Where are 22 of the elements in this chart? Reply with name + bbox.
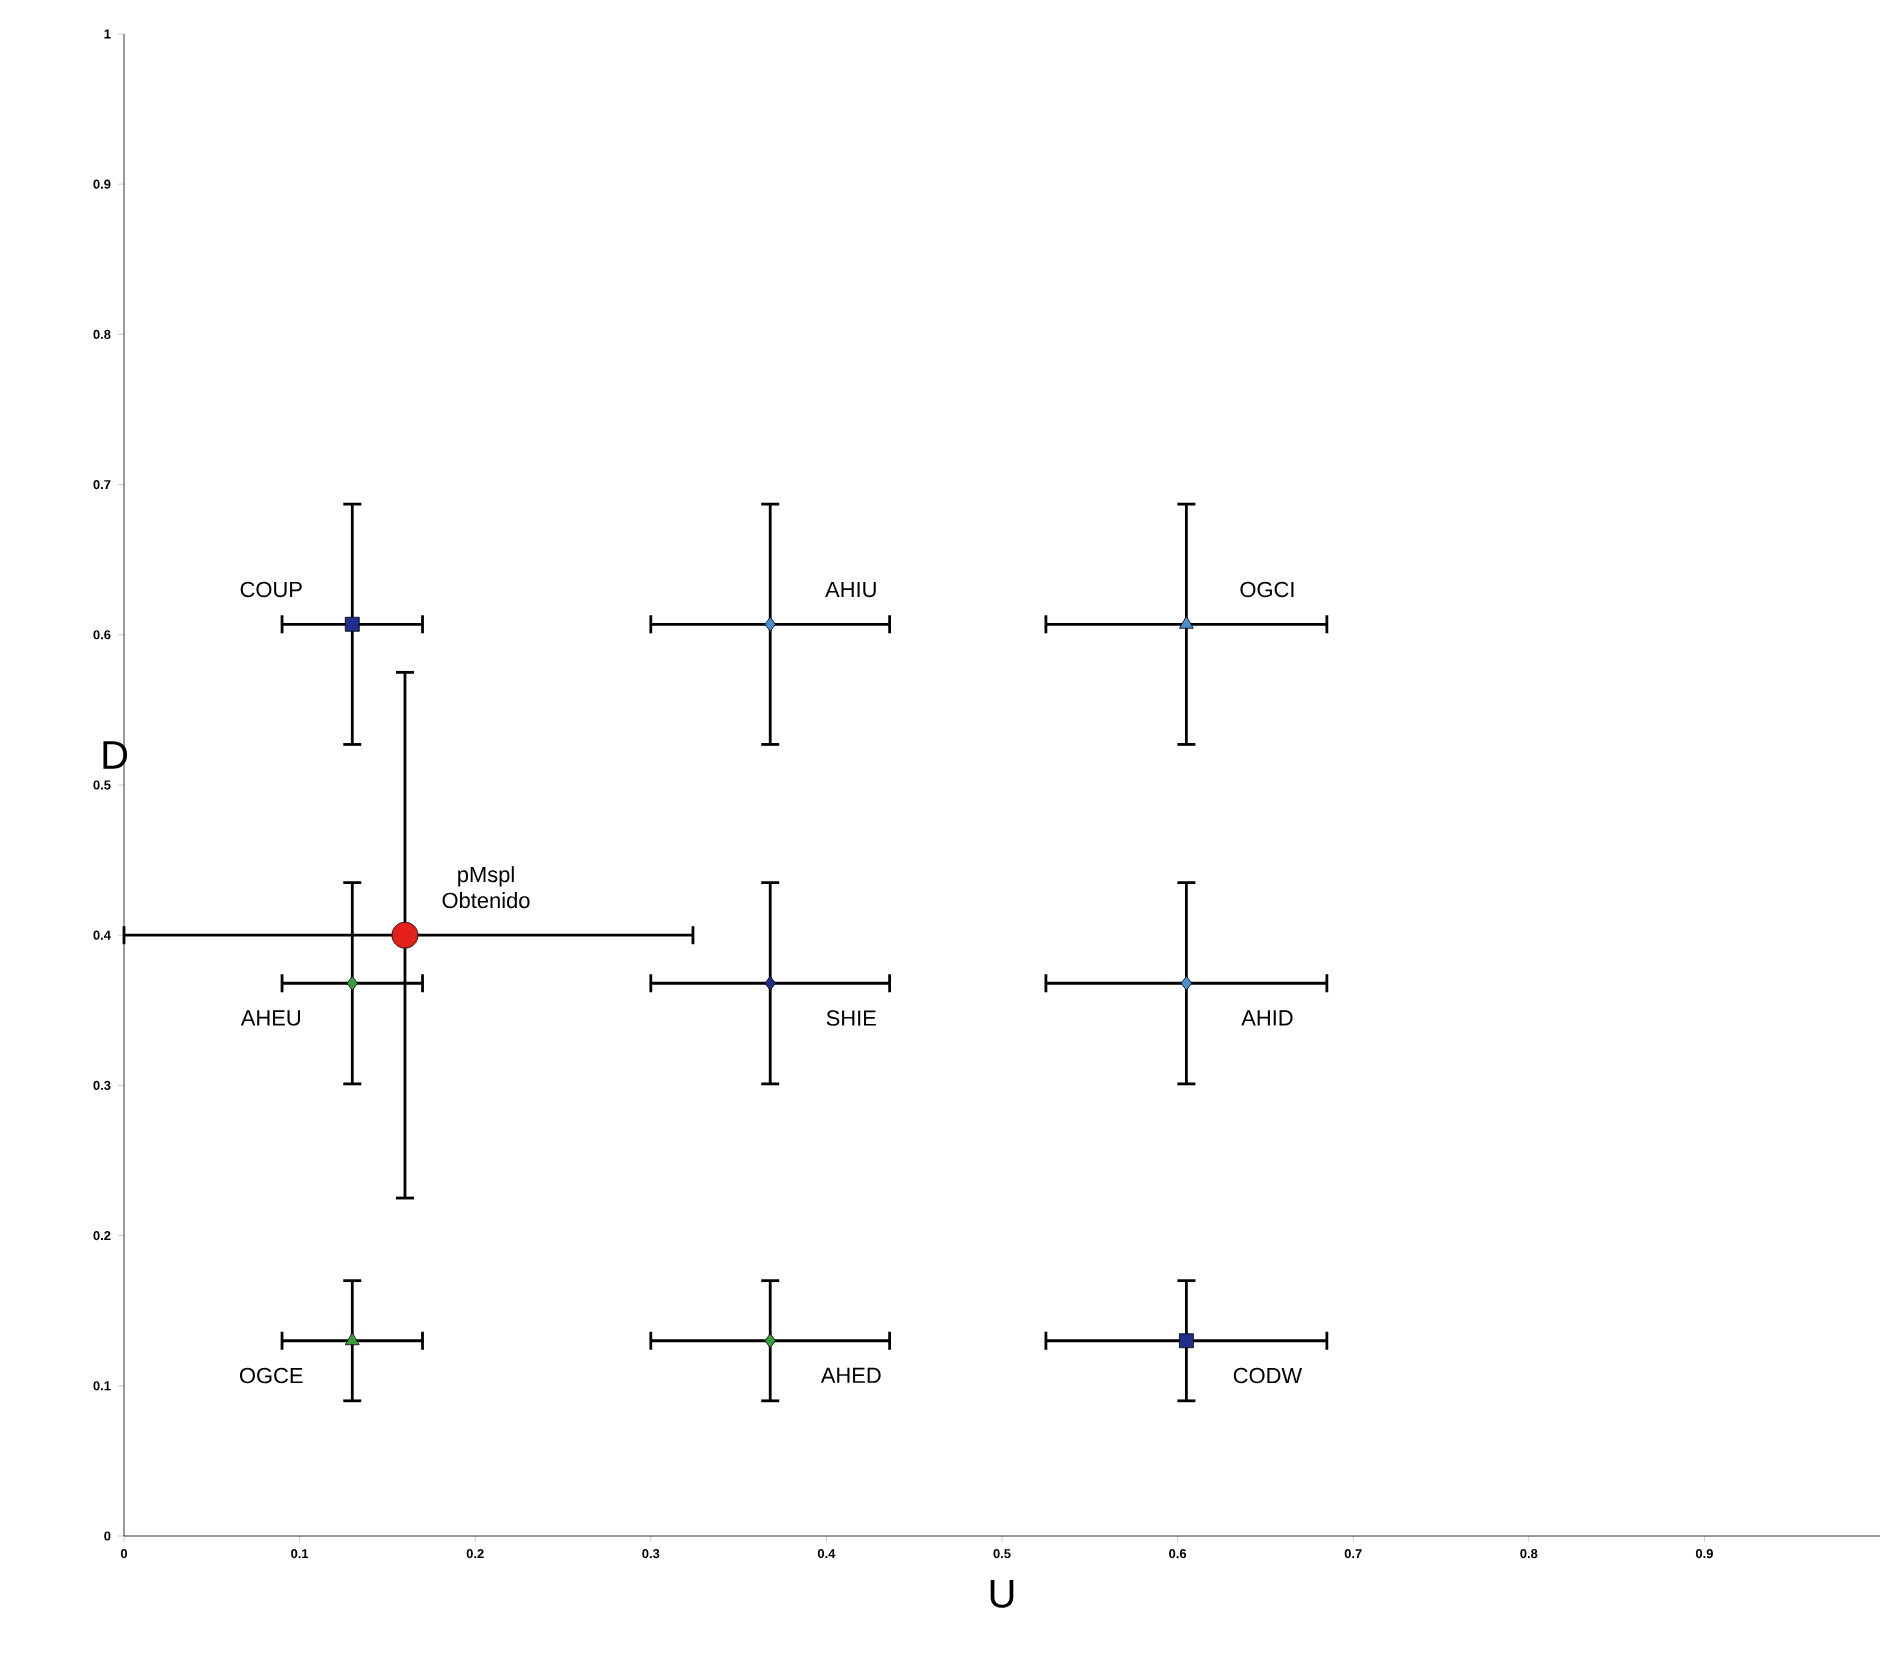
point [1179,615,1194,629]
point [764,1333,776,1349]
text: CODW [1233,1367,1303,1384]
point [764,616,776,632]
point [764,975,776,991]
series-label: pMspl Obtenido [442,866,530,909]
text: OGCI [1240,581,1294,598]
point [346,975,358,991]
point [344,1332,360,1346]
point [1178,1333,1194,1349]
text: AHEU [240,1010,300,1026]
x-axis-title: U [990,1579,1014,1608]
text: AHID [1241,1010,1293,1026]
text: AHED [820,1367,881,1383]
text: COUP [240,581,302,598]
text: AHIU [825,581,876,598]
text: OGCE [240,1367,303,1384]
text: SHIE [826,1010,876,1026]
point [1180,975,1193,991]
y-axis-title: D [103,741,128,769]
point [344,616,360,632]
point [391,921,419,949]
